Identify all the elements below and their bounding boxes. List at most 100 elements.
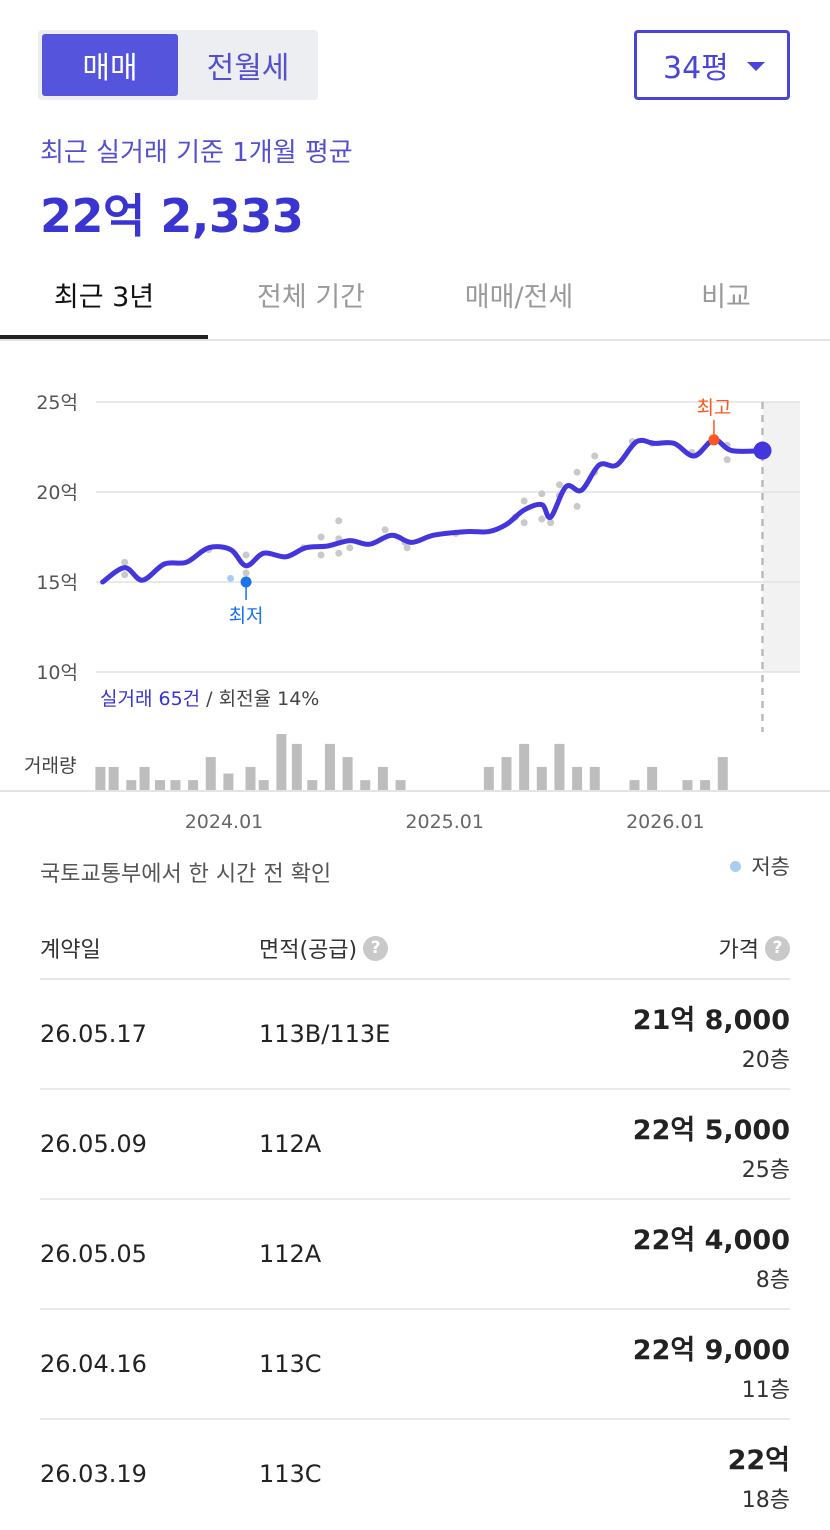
transaction-point — [538, 490, 546, 498]
volume-bar — [589, 766, 600, 790]
turnover-rate: / 회전율 14% — [200, 688, 319, 710]
x-tick-label: 2026.01 — [626, 811, 705, 833]
volume-bar — [245, 766, 256, 790]
y-tick-label: 10억 — [36, 662, 78, 684]
table-row[interactable]: 26.05.09 112A 22억 5,000 25층 — [40, 1090, 790, 1200]
low-floor-point — [227, 574, 235, 582]
tab-all-period[interactable]: 전체 기간 — [257, 282, 365, 313]
transaction-point — [317, 551, 325, 559]
transaction-point — [121, 571, 129, 579]
transaction-summary: 실거래 65건 / 회전율 14% — [100, 688, 319, 710]
x-tick-label: 2024.01 — [185, 811, 264, 833]
tab-sale-jeonse[interactable]: 매매/전세 — [464, 282, 574, 313]
help-icon[interactable]: ? — [765, 935, 790, 961]
transaction-point — [573, 502, 581, 510]
size-select-value: 34평 — [663, 51, 729, 86]
transaction-point — [555, 481, 563, 489]
transaction-point — [538, 515, 546, 523]
sale-tab-button[interactable]: 매매 — [42, 34, 178, 96]
header-area-label: 면적(공급) — [259, 938, 358, 963]
table-row[interactable]: 26.04.16 113C 22억 9,000 11층 — [40, 1310, 790, 1420]
average-label: 최근 실거래 기준 1개월 평균 — [40, 138, 353, 168]
high-label: 최고 — [696, 397, 731, 419]
table-row[interactable]: 26.05.17 113B/113E 21억 8,000 20층 — [40, 980, 790, 1090]
transaction-point — [121, 558, 129, 566]
row-floor: 25층 — [741, 1158, 790, 1183]
transaction-point — [346, 544, 354, 552]
high-marker — [708, 434, 720, 446]
volume-bar — [188, 780, 199, 790]
volume-bar — [536, 766, 547, 790]
volume-bar — [258, 780, 269, 790]
transaction-point — [335, 549, 343, 557]
table-header: 계약일 면적(공급) ? 가격 ? — [40, 912, 790, 980]
volume-bar — [483, 766, 494, 790]
rent-tab-button[interactable]: 전월세 — [206, 51, 290, 86]
transaction-list: 26.05.17 113B/113E 21억 8,000 20층 26.05.0… — [40, 980, 790, 1530]
row-date: 26.05.17 — [40, 1020, 147, 1048]
y-tick-label: 20억 — [36, 482, 78, 504]
transaction-point — [381, 526, 389, 534]
table-row[interactable]: 26.03.19 113C 22억 18층 — [40, 1420, 790, 1530]
transaction-point — [520, 497, 528, 505]
volume-bar — [360, 780, 371, 790]
volume-bar — [205, 757, 216, 790]
transaction-point — [242, 569, 250, 577]
row-area: 113C — [259, 1460, 322, 1488]
size-select[interactable]: 34평 — [634, 30, 790, 100]
transaction-point — [317, 533, 325, 541]
legend: 저층 — [730, 851, 790, 881]
table-row[interactable]: 26.05.05 112A 22억 4,000 8층 — [40, 1200, 790, 1310]
current-price-point — [753, 441, 772, 460]
volume-bar — [126, 780, 137, 790]
volume-bar — [682, 780, 693, 790]
transaction-point — [573, 468, 581, 476]
transaction-count: 실거래 65건 — [100, 688, 200, 710]
average-price: 22억 2,333 — [40, 189, 304, 243]
row-price: 22억 — [727, 1445, 790, 1476]
forecast-area — [762, 402, 800, 672]
volume-bar — [324, 743, 335, 790]
help-icon[interactable]: ? — [363, 935, 389, 961]
trade-type-toggle: 매매 전월세 — [38, 30, 318, 100]
volume-bar — [572, 766, 583, 790]
price-trend-line — [100, 437, 765, 585]
row-floor: 20층 — [741, 1048, 790, 1073]
volume-bar — [155, 780, 165, 790]
row-price: 22억 4,000 — [632, 1225, 790, 1256]
transaction-point — [403, 544, 411, 552]
volume-bar — [139, 766, 150, 790]
legend-label: 저층 — [751, 855, 790, 879]
y-tick-label: 15억 — [36, 572, 78, 594]
row-area: 113B/113E — [259, 1020, 391, 1048]
volume-bar — [519, 743, 530, 790]
row-area: 113C — [259, 1350, 322, 1378]
source-note: 국토교통부에서 한 시간 전 확인 — [40, 862, 332, 887]
volume-bar — [108, 766, 119, 790]
volume-bar — [717, 757, 728, 790]
row-floor: 8층 — [755, 1268, 790, 1293]
volume-bar — [554, 743, 565, 790]
row-date: 26.05.09 — [40, 1130, 147, 1158]
volume-bar — [307, 780, 318, 790]
row-area: 112A — [259, 1130, 322, 1158]
transaction-point — [242, 551, 250, 559]
header-area: 면적(공급) ? — [259, 932, 389, 964]
row-price: 22억 5,000 — [632, 1115, 790, 1146]
header-date-label: 계약일 — [40, 938, 101, 963]
row-date: 26.05.05 — [40, 1240, 147, 1268]
tab-compare[interactable]: 비교 — [701, 282, 751, 313]
transaction-point — [591, 452, 599, 460]
low-marker — [240, 576, 252, 588]
x-tick-label: 2025.01 — [405, 811, 484, 833]
volume-bar — [629, 780, 640, 790]
row-date: 26.04.16 — [40, 1350, 147, 1378]
row-price: 22억 9,000 — [632, 1335, 790, 1366]
tab-recent-3-years[interactable]: 최근 3년 — [53, 282, 155, 313]
volume-bar — [342, 757, 353, 790]
transaction-point — [547, 519, 555, 527]
row-price: 21억 8,000 — [632, 1005, 790, 1036]
y-tick-label: 25억 — [36, 392, 78, 414]
row-floor: 18층 — [741, 1488, 790, 1513]
